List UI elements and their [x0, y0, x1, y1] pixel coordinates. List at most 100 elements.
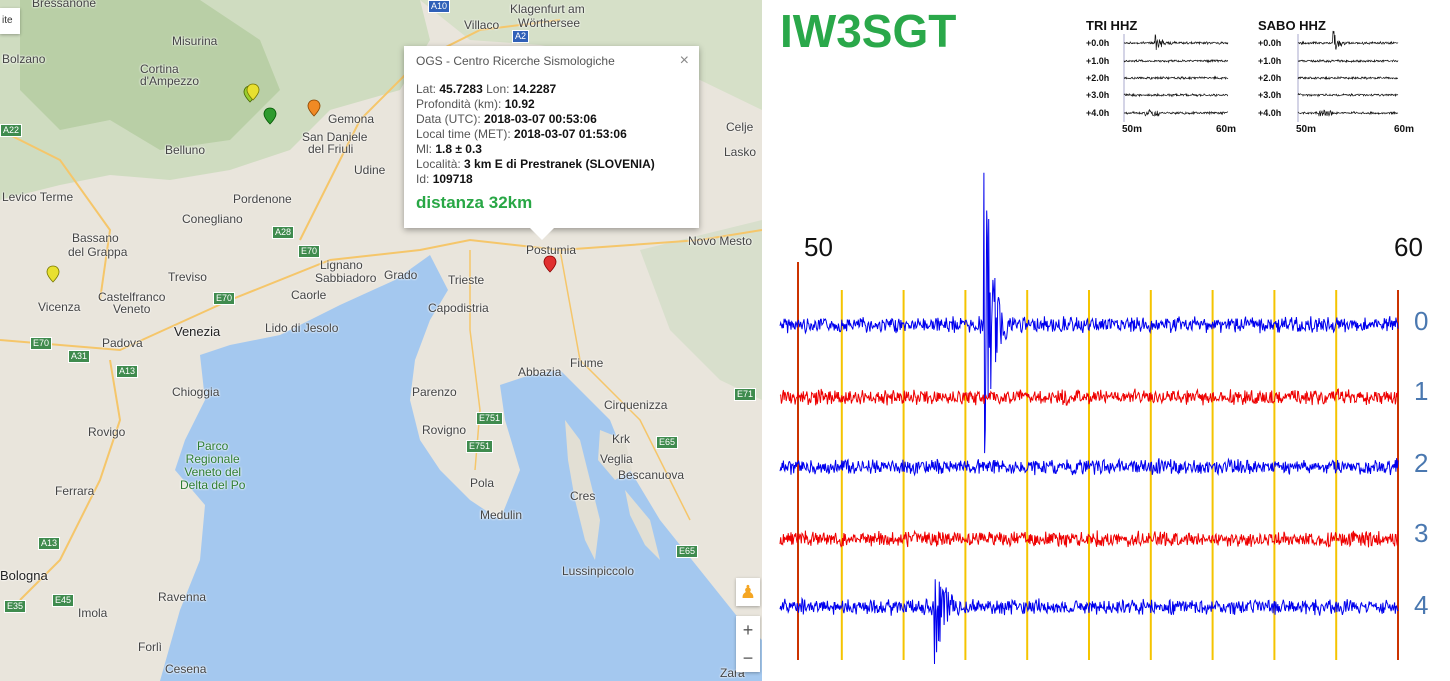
seismogram-panel: IW3SGT TRI HHZ +0.0h +1.0h +2.0h +3.0h +…	[762, 0, 1450, 681]
place-label: Belluno	[165, 143, 206, 157]
mini-hour-label: +1.0h	[1258, 56, 1282, 66]
met-value: 2018-03-07 01:53:06	[514, 127, 627, 141]
place-label: Wörthersee	[518, 16, 581, 30]
place-label: Lido di Jesolo	[265, 321, 339, 335]
zoom-control: + −	[736, 616, 760, 672]
place-label: Capodistria	[428, 301, 489, 315]
place-label: Veglia	[600, 452, 633, 466]
road-shield: E45	[52, 594, 75, 607]
road-shield: E71	[734, 388, 757, 401]
depth-value: 10.92	[504, 97, 535, 111]
place-label: Pola	[470, 476, 495, 490]
mini-hour-label: +4.0h	[1086, 108, 1110, 118]
place-label: Vicenza	[38, 300, 81, 314]
place-label: Bassano	[72, 231, 119, 245]
mini-plot-title: SABO HHZ	[1258, 18, 1326, 33]
mini-hour-label: +0.0h	[1258, 38, 1282, 48]
place-label: Krk	[612, 432, 630, 446]
mini-hour-label: +3.0h	[1258, 90, 1282, 100]
met-label: Local time (MET):	[416, 127, 511, 141]
place-label: Castelfranco	[98, 290, 166, 304]
place-label: Trieste	[448, 273, 485, 287]
location-row: Località: 3 km E di Prestranek (SLOVENIA…	[416, 157, 687, 172]
place-label: Udine	[354, 163, 386, 177]
mini-trace	[1123, 34, 1229, 51]
trace-row-2	[779, 457, 1399, 477]
zoom-out-button[interactable]: −	[742, 648, 754, 668]
magnitude-value: 1.8 ± 0.3	[435, 142, 482, 156]
place-label: Parenzo	[412, 385, 457, 399]
mini-x-end: 60m	[1216, 124, 1237, 135]
place-label: Rovigo	[88, 425, 126, 439]
place-label: Lasko	[724, 145, 757, 159]
mini-trace	[1123, 108, 1229, 117]
city-label: Bologna	[0, 568, 48, 583]
x-axis-start-label: 50	[804, 232, 833, 262]
road-shield: E751	[466, 440, 494, 453]
place-label: Padova	[102, 336, 143, 350]
mini-x-start: 50m	[1122, 124, 1143, 135]
mini-plot-sabo: SABO HHZ +0.0h +1.0h +2.0h +3.0h +4.0h 5…	[1258, 18, 1414, 138]
place-label: Pordenone	[233, 192, 292, 206]
road-shield: A31	[68, 350, 91, 363]
mini-trace	[1123, 92, 1229, 98]
street-view-pegman-icon[interactable]: ♟	[736, 578, 760, 606]
road-shield: A13	[116, 365, 139, 378]
map-view[interactable]: Bressanone Bolzano Misurina Cortina d'Ampezz…	[0, 0, 762, 681]
road-shield: A13	[38, 537, 61, 550]
location-label: Località:	[416, 157, 461, 171]
road-shield: E70	[213, 292, 236, 305]
place-label: San Daniele	[302, 130, 368, 144]
place-label: Levico Terme	[2, 190, 74, 204]
place-label: Cesena	[165, 662, 207, 676]
lat-lon-row: Lat: 45.7283 Lon: 14.2287	[416, 82, 687, 97]
place-label: Gemona	[328, 112, 375, 126]
mini-trace	[1297, 75, 1399, 81]
mini-trace	[1297, 92, 1399, 98]
utc-label: Data (UTC):	[416, 112, 481, 126]
place-label: Villaco	[464, 18, 500, 32]
mini-plot-traces	[1123, 34, 1229, 122]
helicorder-plot	[779, 172, 1399, 665]
trace-row-3	[779, 529, 1399, 548]
lon-value: 14.2287	[512, 82, 557, 96]
mini-x-start: 50m	[1296, 124, 1317, 135]
place-label: Veneto	[113, 302, 151, 316]
distance-text: distanza 32km	[416, 193, 533, 212]
trace-row-4	[779, 579, 1399, 665]
popup-title: OGS - Centro Ricerche Sismologiche	[416, 54, 615, 68]
place-label: Conegliano	[182, 212, 243, 226]
place-label: Bolzano	[2, 52, 46, 66]
mini-hour-label: +1.0h	[1086, 56, 1110, 66]
place-label: Medulin	[480, 508, 523, 522]
road-shield: E65	[656, 436, 679, 449]
magnitude-row: Ml: 1.8 ± 0.3	[416, 142, 687, 157]
row-label-0: 0	[1414, 306, 1429, 336]
place-label: Ravenna	[158, 590, 207, 604]
mini-hour-label: +2.0h	[1258, 73, 1282, 83]
trace-row-1	[779, 388, 1399, 406]
close-icon[interactable]: ×	[679, 52, 689, 69]
mini-plot-traces	[1297, 30, 1399, 122]
depth-label: Profondità (km):	[416, 97, 502, 111]
place-label: Celje	[726, 120, 754, 134]
row-label-2: 2	[1414, 448, 1429, 478]
road-shield: A28	[272, 226, 295, 239]
row-label-3: 3	[1414, 518, 1429, 548]
place-label: Fiume	[570, 356, 604, 370]
zoom-in-button[interactable]: +	[742, 620, 754, 640]
lat-value: 45.7283	[439, 82, 483, 96]
city-label: Venezia	[174, 324, 221, 339]
row-label-1: 1	[1414, 376, 1429, 406]
place-label: del Grappa	[68, 245, 128, 259]
depth-row: Profondità (km): 10.92	[416, 97, 687, 112]
mini-x-end: 60m	[1394, 124, 1415, 135]
place-label: Bressanone	[32, 0, 97, 10]
place-label: Klagenfurt am	[510, 2, 585, 16]
station-title: IW3SGT	[780, 5, 957, 57]
place-label: Treviso	[168, 270, 207, 284]
place-label: Cirquenizza	[604, 398, 668, 412]
map-type-button[interactable]: ite	[0, 8, 20, 34]
place-label: Abbazia	[518, 365, 562, 379]
place-label: d'Ampezzo	[140, 74, 199, 88]
